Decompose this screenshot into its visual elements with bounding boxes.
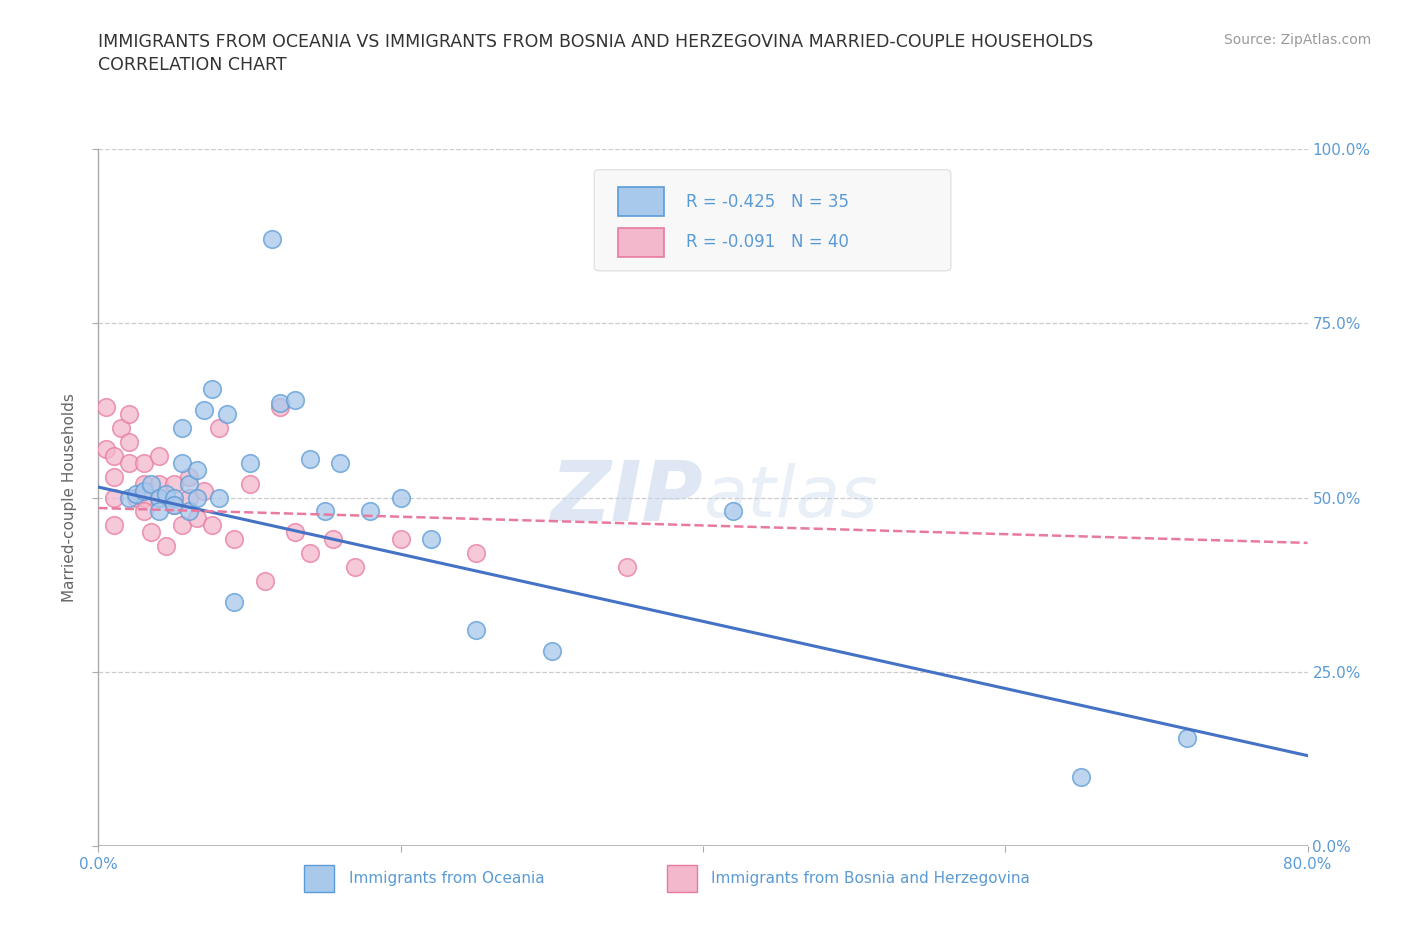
Point	[132, 476, 155, 491]
Point	[179, 490, 201, 505]
Text: atlas: atlas	[703, 463, 877, 532]
Text: CORRELATION CHART: CORRELATION CHART	[98, 56, 287, 73]
Point	[179, 504, 201, 519]
Point	[118, 490, 141, 505]
Point	[314, 504, 336, 519]
Point	[125, 490, 148, 505]
Point	[284, 392, 307, 407]
Point	[193, 403, 215, 418]
Y-axis label: Married-couple Households: Married-couple Households	[62, 393, 77, 602]
Point	[186, 512, 208, 526]
Point	[322, 532, 344, 547]
Point	[103, 448, 125, 463]
Point	[94, 442, 117, 457]
FancyBboxPatch shape	[595, 170, 950, 271]
Point	[132, 484, 155, 498]
Point	[163, 498, 186, 512]
Point	[163, 476, 186, 491]
Bar	[619, 228, 664, 257]
Point	[103, 490, 125, 505]
Point	[215, 406, 238, 421]
Point	[540, 644, 562, 658]
Bar	[666, 865, 697, 892]
Point	[344, 560, 367, 575]
Point	[163, 490, 186, 505]
Point	[132, 504, 155, 519]
Point	[103, 518, 125, 533]
Point	[94, 400, 117, 415]
Point	[284, 525, 307, 540]
Point	[224, 595, 246, 610]
Point	[1175, 731, 1198, 746]
Text: ZIP: ZIP	[550, 457, 703, 538]
Point	[1070, 769, 1092, 784]
Text: Immigrants from Oceania: Immigrants from Oceania	[349, 870, 544, 886]
Point	[163, 498, 186, 512]
Point	[170, 420, 193, 435]
Point	[132, 490, 155, 505]
Point	[208, 490, 231, 505]
Point	[125, 486, 148, 501]
Point	[179, 476, 201, 491]
Point	[360, 504, 382, 519]
Point	[170, 518, 193, 533]
Point	[118, 406, 141, 421]
Point	[132, 456, 155, 471]
Point	[253, 574, 276, 589]
Point	[389, 532, 412, 547]
Point	[193, 484, 215, 498]
Point	[616, 560, 638, 575]
Point	[103, 470, 125, 485]
Point	[148, 476, 170, 491]
Point	[201, 382, 224, 397]
Point	[170, 456, 193, 471]
Point	[110, 420, 132, 435]
Bar	[619, 187, 664, 217]
Point	[329, 456, 352, 471]
Point	[239, 456, 262, 471]
Text: R = -0.091   N = 40: R = -0.091 N = 40	[686, 233, 849, 251]
Point	[465, 546, 488, 561]
Point	[118, 456, 141, 471]
Point	[239, 476, 262, 491]
Point	[269, 400, 291, 415]
Point	[141, 525, 163, 540]
Point	[465, 623, 488, 638]
Point	[148, 504, 170, 519]
Point	[269, 396, 291, 411]
Point	[155, 539, 177, 554]
Point	[141, 476, 163, 491]
Point	[262, 232, 284, 247]
Point	[299, 452, 322, 467]
Text: Source: ZipAtlas.com: Source: ZipAtlas.com	[1223, 33, 1371, 46]
Point	[389, 490, 412, 505]
Point	[299, 546, 322, 561]
Text: Immigrants from Bosnia and Herzegovina: Immigrants from Bosnia and Herzegovina	[711, 870, 1031, 886]
Text: IMMIGRANTS FROM OCEANIA VS IMMIGRANTS FROM BOSNIA AND HERZEGOVINA MARRIED-COUPLE: IMMIGRANTS FROM OCEANIA VS IMMIGRANTS FR…	[98, 33, 1094, 50]
Point	[208, 420, 231, 435]
Text: R = -0.425   N = 35: R = -0.425 N = 35	[686, 193, 849, 211]
Point	[118, 434, 141, 449]
Bar	[304, 865, 335, 892]
Point	[420, 532, 443, 547]
Point	[148, 490, 170, 505]
Point	[186, 490, 208, 505]
Point	[224, 532, 246, 547]
Point	[148, 490, 170, 505]
Point	[179, 470, 201, 485]
Point	[723, 504, 745, 519]
Point	[148, 448, 170, 463]
Point	[155, 486, 177, 501]
Point	[201, 518, 224, 533]
Point	[186, 462, 208, 477]
